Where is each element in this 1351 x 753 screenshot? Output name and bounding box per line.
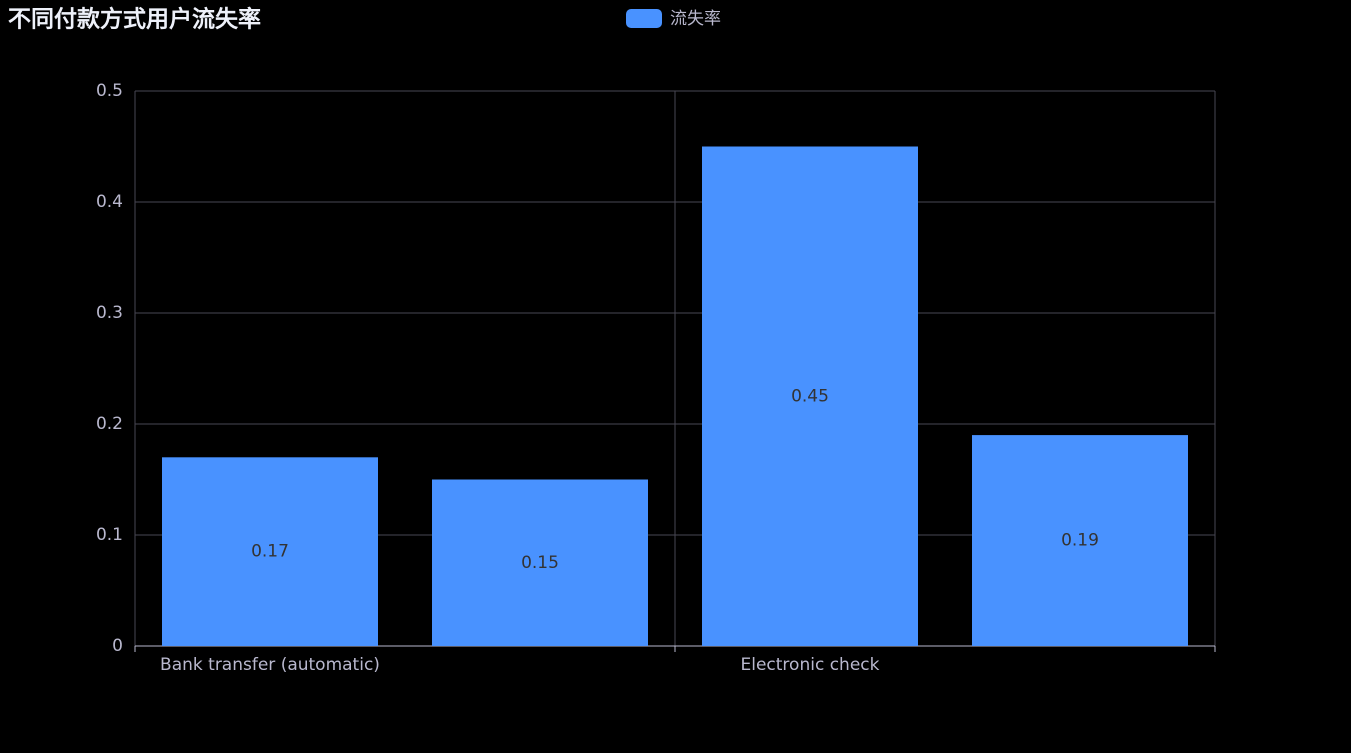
value-label: 0.17 bbox=[251, 542, 289, 562]
x-tick-label: Electronic check bbox=[741, 655, 880, 675]
y-tick-label: 0.2 bbox=[96, 414, 123, 434]
value-label: 0.19 bbox=[1061, 531, 1099, 551]
x-tick-label: Bank transfer (automatic) bbox=[160, 655, 380, 675]
y-tick-label: 0.1 bbox=[96, 525, 123, 545]
value-label: 0.45 bbox=[791, 386, 829, 406]
y-tick-label: 0.3 bbox=[96, 303, 123, 323]
bar bbox=[702, 146, 918, 646]
y-tick-label: 0.5 bbox=[96, 81, 123, 101]
y-tick-label: 0.4 bbox=[96, 192, 123, 212]
y-tick-label: 0 bbox=[112, 636, 123, 656]
chart-title: 不同付款方式用户流失率 bbox=[8, 6, 261, 33]
value-label: 0.15 bbox=[521, 553, 559, 573]
bar bbox=[162, 457, 378, 646]
bar bbox=[432, 479, 648, 646]
legend-label: 流失率 bbox=[670, 9, 721, 29]
legend-swatch bbox=[626, 9, 662, 28]
bar bbox=[972, 435, 1188, 646]
